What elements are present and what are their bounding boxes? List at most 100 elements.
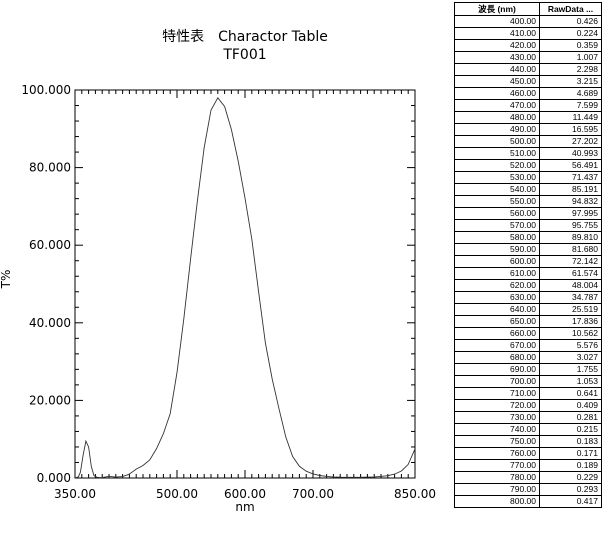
table-cell-rawdata: 40.993	[539, 147, 602, 160]
table-cell-rawdata: 71.437	[539, 171, 602, 184]
table-cell-rawdata: 0.189	[539, 459, 602, 472]
table-cell-rawdata: 89.810	[539, 231, 602, 244]
table-cell-rawdata: 2.298	[539, 63, 602, 76]
y-axis-label: T%	[0, 269, 13, 289]
table-cell-wavelength: 730.00	[454, 411, 540, 424]
table-row[interactable]: 670.00 5.576	[454, 339, 602, 352]
table-cell-rawdata: 0.409	[539, 399, 602, 412]
table-row[interactable]: 800.00 0.417	[454, 495, 602, 508]
table-cell-rawdata: 0.426	[539, 15, 602, 28]
table-cell-wavelength: 640.00	[454, 303, 540, 316]
table-row[interactable]: 420.00 0.359	[454, 39, 602, 52]
y-tick-label: 40.000	[29, 316, 71, 330]
table-row[interactable]: 400.00 0.426	[454, 15, 602, 28]
table-cell-wavelength: 740.00	[454, 423, 540, 436]
table-cell-rawdata: 0.215	[539, 423, 602, 436]
table-row[interactable]: 690.00 1.755	[454, 363, 602, 376]
table-cell-wavelength: 480.00	[454, 111, 540, 124]
table-row[interactable]: 530.00 71.437	[454, 171, 602, 184]
table-cell-wavelength: 700.00	[454, 375, 540, 388]
table-cell-wavelength: 570.00	[454, 219, 540, 232]
table-cell-wavelength: 550.00	[454, 195, 540, 208]
y-tick-label: 20.000	[29, 393, 71, 407]
table-row[interactable]: 550.00 94.832	[454, 195, 602, 208]
table-cell-wavelength: 530.00	[454, 171, 540, 184]
table-header-wavelength[interactable]: 波長 (nm)	[454, 2, 540, 16]
table-row[interactable]: 460.00 4.689	[454, 87, 602, 100]
table-cell-rawdata: 17.836	[539, 315, 602, 328]
table-cell-rawdata: 1.007	[539, 51, 602, 64]
table-cell-wavelength: 750.00	[454, 435, 540, 448]
table-row[interactable]: 580.00 89.810	[454, 231, 602, 244]
table-cell-rawdata: 97.995	[539, 207, 602, 220]
table-cell-rawdata: 95.755	[539, 219, 602, 232]
table-row[interactable]: 780.00 0.229	[454, 471, 602, 484]
y-tick-label: 0.000	[37, 471, 71, 485]
table-cell-rawdata: 61.574	[539, 267, 602, 280]
table-row[interactable]: 710.00 0.641	[454, 387, 602, 400]
x-tick-label: 350.00	[54, 487, 96, 501]
table-cell-wavelength: 800.00	[454, 495, 540, 508]
table-row[interactable]: 700.00 1.053	[454, 375, 602, 388]
table-cell-wavelength: 760.00	[454, 447, 540, 460]
table-row[interactable]: 450.00 3.215	[454, 75, 602, 88]
table-cell-wavelength: 770.00	[454, 459, 540, 472]
table-row[interactable]: 430.00 1.007	[454, 51, 602, 64]
table-cell-rawdata: 56.491	[539, 159, 602, 172]
table-cell-rawdata: 10.562	[539, 327, 602, 340]
table-cell-rawdata: 1.053	[539, 375, 602, 388]
table-row[interactable]: 470.00 7.599	[454, 99, 602, 112]
table-row[interactable]: 680.00 3.027	[454, 351, 602, 364]
table-cell-rawdata: 72.142	[539, 255, 602, 268]
table-row[interactable]: 730.00 0.281	[454, 411, 602, 424]
table-row[interactable]: 740.00 0.215	[454, 423, 602, 436]
table-cell-rawdata: 0.359	[539, 39, 602, 52]
series-line	[74, 96, 416, 479]
table-cell-wavelength: 710.00	[454, 387, 540, 400]
table-row[interactable]: 570.00 95.755	[454, 219, 602, 232]
table-row[interactable]: 650.00 17.836	[454, 315, 602, 328]
table-row[interactable]: 490.00 16.595	[454, 123, 602, 136]
table-row[interactable]: 590.00 81.680	[454, 243, 602, 256]
y-tick-label: 80.000	[29, 161, 71, 175]
table-cell-wavelength: 780.00	[454, 471, 540, 484]
table-row[interactable]: 600.00 72.142	[454, 255, 602, 268]
table-cell-wavelength: 650.00	[454, 315, 540, 328]
x-tick-label: 600.00	[224, 487, 266, 501]
table-row[interactable]: 640.00 25.519	[454, 303, 602, 316]
table-row[interactable]: 620.00 48.004	[454, 279, 602, 292]
table-cell-rawdata: 7.599	[539, 99, 602, 112]
table-row[interactable]: 630.00 34.787	[454, 291, 602, 304]
table-row[interactable]: 560.00 97.995	[454, 207, 602, 220]
table-cell-wavelength: 450.00	[454, 75, 540, 88]
table-row[interactable]: 760.00 0.171	[454, 447, 602, 460]
table-cell-rawdata: 25.519	[539, 303, 602, 316]
table-row[interactable]: 770.00 0.189	[454, 459, 602, 472]
table-cell-rawdata: 5.576	[539, 339, 602, 352]
table-row[interactable]: 750.00 0.183	[454, 435, 602, 448]
table-cell-wavelength: 720.00	[454, 399, 540, 412]
table-header-rawdata[interactable]: RawData ...	[539, 2, 602, 16]
x-tick-label: 500.00	[156, 487, 198, 501]
chart-area: 特性表 Charactor Table TF001 350.00 500.00 60…	[0, 29, 436, 514]
table-row[interactable]: 610.00 61.574	[454, 267, 602, 280]
table-body: 400.00 0.426 410.00 0.224 420.00 0.359 430.00 1…	[454, 15, 602, 508]
table-row[interactable]: 440.00 2.298	[454, 63, 602, 76]
table-row[interactable]: 410.00 0.224	[454, 27, 602, 40]
table-cell-rawdata: 0.229	[539, 471, 602, 484]
plot-frame	[74, 89, 416, 479]
table-cell-rawdata: 4.689	[539, 87, 602, 100]
table-cell-wavelength: 470.00	[454, 99, 540, 112]
table-row[interactable]: 510.00 40.993	[454, 147, 602, 160]
table-row[interactable]: 540.00 85.191	[454, 183, 602, 196]
table-row[interactable]: 790.00 0.293	[454, 483, 602, 496]
table-row[interactable]: 520.00 56.491	[454, 159, 602, 172]
table-cell-rawdata: 0.641	[539, 387, 602, 400]
y-tick-label: 60.000	[29, 238, 71, 252]
table-row[interactable]: 480.00 11.449	[454, 111, 602, 124]
table-row[interactable]: 660.00 10.562	[454, 327, 602, 340]
x-axis-label: nm	[235, 500, 255, 514]
table-row[interactable]: 720.00 0.409	[454, 399, 602, 412]
table-row[interactable]: 500.00 27.202	[454, 135, 602, 148]
table-cell-rawdata: 0.171	[539, 447, 602, 460]
